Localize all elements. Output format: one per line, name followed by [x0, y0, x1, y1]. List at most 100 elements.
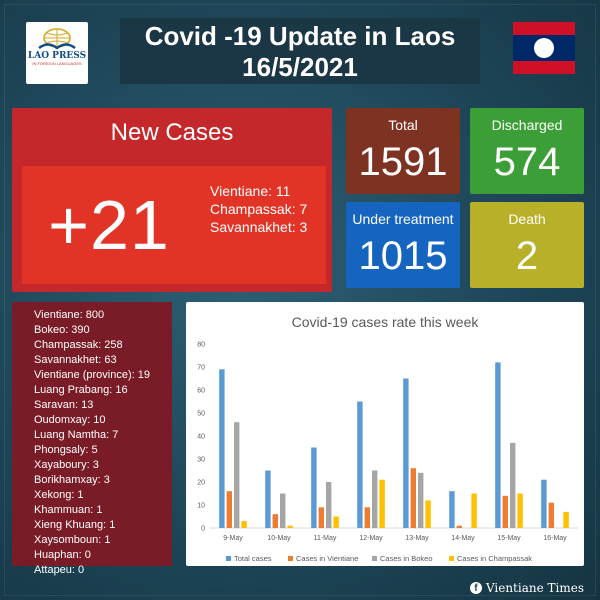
province-total-item: Vientiane (province): 19 [34, 369, 150, 381]
province-total-item: Savannakhet: 63 [34, 354, 117, 366]
province-total-item: Xayaboury: 3 [34, 459, 99, 471]
bar [318, 507, 324, 528]
book-globe-icon [38, 28, 76, 50]
bar [272, 514, 278, 528]
discharged-value: 574 [493, 140, 561, 184]
new-cases-by-province: Vientiane: 11 Champassak: 7 Savannakhet:… [196, 166, 326, 284]
province-total-item: Phongsaly: 5 [34, 444, 98, 456]
province-total-item: Vientiane: 800 [34, 309, 105, 321]
chart-title: Covid-19 cases rate this week [292, 314, 480, 330]
y-tick-label: 70 [197, 365, 205, 372]
page-date: 16/5/2021 [242, 52, 358, 82]
facebook-icon: f [469, 582, 482, 594]
total-card: Total 1591 [346, 108, 460, 194]
bar [357, 401, 363, 528]
province-total-item: Bokeo: 390 [34, 324, 90, 336]
x-tick-label: 13-May [405, 535, 429, 542]
source-name: Vientiane Times [485, 581, 584, 595]
legend-swatch [288, 556, 293, 561]
province-total-item: Attapeu: 0 [34, 564, 85, 576]
cases-bar-chart: Covid-19 cases rate this week 0 10 20 30 40 5… [197, 314, 578, 563]
bar [510, 442, 516, 528]
y-tick-label: 50 [197, 411, 205, 418]
flag-red-stripe-top [513, 22, 575, 35]
y-tick-label: 0 [201, 526, 205, 533]
total-value: 1591 [358, 140, 448, 184]
legend-swatch [226, 556, 231, 561]
bar [379, 479, 385, 528]
under-treatment-card: Under treatment 1015 [346, 202, 460, 288]
bar [333, 516, 339, 528]
laos-flag-icon [513, 22, 575, 74]
new-cases-province-line: Champassak: 7 [210, 201, 308, 217]
y-tick-label: 40 [197, 434, 205, 441]
header: Covid -19 Update in Laos 16/5/2021 [120, 18, 480, 84]
bar [219, 369, 225, 528]
province-total-item: Xekong: 1 [34, 489, 84, 501]
logo-tagline: IN FOREIGN LANGUAGES [32, 61, 82, 66]
legend-label: Total cases [234, 554, 272, 563]
province-total-item: Khammuan: 1 [34, 504, 103, 516]
x-tick-label: 15-May [497, 535, 521, 542]
bar [410, 468, 416, 528]
discharged-label: Discharged [491, 117, 563, 133]
new-cases-province-line: Savannakhet: 3 [210, 219, 308, 235]
under-treatment-value: 1015 [358, 234, 448, 278]
province-total-item: Oudomxay: 10 [34, 414, 106, 426]
lao-press-logo: LAO PRESS IN FOREIGN LANGUAGES [26, 22, 88, 84]
bar [280, 493, 286, 528]
death-card: Death 2 [470, 202, 584, 288]
discharged-card: Discharged 574 [470, 108, 584, 194]
legend-label: Cases in Vientiane [296, 554, 358, 563]
bar [234, 422, 240, 528]
bar [425, 500, 431, 528]
new-cases-value: +21 [22, 166, 196, 284]
bar [403, 378, 409, 528]
x-tick-label: 10-May [267, 535, 291, 542]
bar [541, 479, 547, 528]
x-tick-label: 9-May [223, 535, 243, 542]
legend-label: Cases in Bokeo [380, 554, 433, 563]
new-cases-panel: New Cases +21 Vientiane: 11 Champassak: … [12, 108, 332, 292]
bar [265, 470, 271, 528]
province-total-item: Saravan: 13 [34, 399, 94, 411]
source-credit: f Vientiane Times [469, 580, 584, 596]
bar [502, 495, 508, 528]
province-total-item: Huaphan: 0 [34, 549, 91, 561]
flag-white-disc [534, 38, 554, 58]
bar [241, 521, 247, 528]
bar [226, 491, 232, 528]
x-tick-label: 11-May [314, 535, 337, 542]
bar [449, 491, 455, 528]
bar [372, 470, 378, 528]
bar [495, 362, 501, 528]
legend-swatch [372, 556, 377, 561]
bar [364, 507, 370, 528]
cases-chart: Covid-19 cases rate this week 0 10 20 30 40 5… [186, 302, 584, 566]
new-cases-province-line: Vientiane: 11 [210, 183, 291, 199]
y-tick-label: 20 [197, 480, 205, 487]
province-total-item: Xaysomboun: 1 [34, 534, 111, 546]
bar [456, 525, 462, 528]
death-value: 2 [515, 234, 539, 278]
bar [311, 447, 317, 528]
y-tick-label: 60 [197, 388, 205, 395]
death-label: Death [508, 211, 546, 227]
province-totals-list: Vientiane: 800 Bokeo: 390 Champassak: 258 S… [12, 302, 172, 576]
flag-red-stripe-bottom [513, 61, 575, 74]
x-tick-label: 16-May [543, 535, 567, 542]
y-tick-label: 30 [197, 457, 205, 464]
under-treatment-label: Under treatment [352, 211, 454, 227]
legend-swatch [449, 556, 454, 561]
province-total-item: Borikhamxay: 3 [34, 474, 110, 486]
bar [418, 472, 424, 528]
bar [287, 525, 293, 528]
x-tick-label: 14-May [451, 535, 475, 542]
province-total-item: Champassak: 258 [34, 339, 123, 351]
bar [548, 502, 554, 528]
bar [517, 493, 523, 528]
province-total-item: Luang Prabang: 16 [34, 384, 128, 396]
y-tick-label: 10 [197, 503, 205, 510]
legend-label: Cases in Champassak [457, 554, 532, 563]
new-cases-label: New Cases [110, 119, 234, 146]
